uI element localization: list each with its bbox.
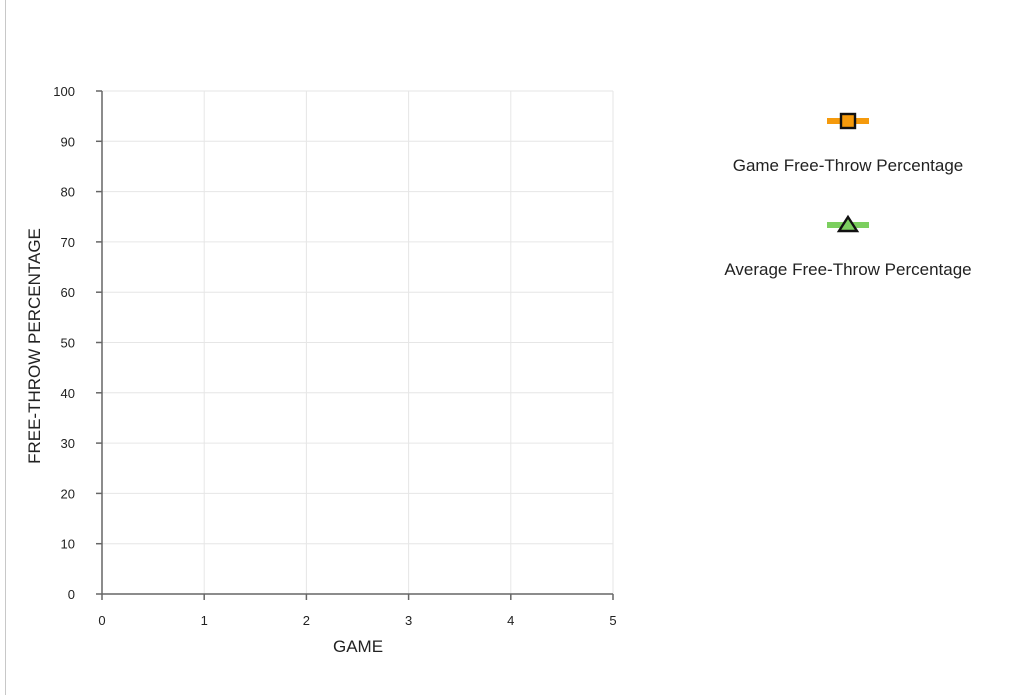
y-tick-label: 30: [61, 436, 75, 451]
x-tick-label: 4: [507, 613, 514, 628]
line-chart: 0 10 20 30 40 50 60 70 80 90 100 0 1 2 3 4 5 GAME FREE-T…: [25, 84, 617, 656]
panel-left-border: [5, 0, 6, 695]
y-tick-label: 50: [61, 336, 75, 351]
y-tick-label: 40: [61, 386, 75, 401]
legend-label-game: Game Free-Throw Percentage: [732, 156, 964, 175]
grid-lines: [102, 90, 614, 594]
tick-labels: 0 10 20 30 40 50 60 70 80 90 100 0 1 2 3 4 5: [53, 84, 616, 628]
y-tick-label: 60: [61, 285, 75, 300]
x-axis-title: GAME: [333, 637, 383, 656]
green-triangle-marker-icon: [827, 214, 869, 233]
y-tick-label: 10: [61, 537, 75, 552]
y-tick-label: 70: [61, 235, 75, 250]
x-tick-label: 2: [303, 613, 310, 628]
y-tick-label: 20: [61, 486, 75, 501]
x-tick-label: 3: [405, 613, 412, 628]
legend-label-average: Average Free-Throw Percentage: [724, 260, 972, 279]
legend-entry-game[interactable]: Game Free-Throw Percentage: [700, 110, 996, 176]
chart-legend: Game Free-Throw Percentage Average Free-…: [700, 110, 996, 318]
x-tick-label: 5: [609, 613, 616, 628]
y-axis-title: FREE-THROW PERCENTAGE: [25, 228, 44, 464]
x-tick-label: 0: [98, 613, 105, 628]
orange-square-marker-icon: [827, 112, 869, 130]
y-tick-label: 100: [53, 84, 75, 99]
y-tick-label: 80: [61, 185, 75, 200]
x-tick-label: 1: [201, 613, 208, 628]
axes: [96, 90, 614, 600]
y-tick-label: 90: [61, 134, 75, 149]
legend-entry-average[interactable]: Average Free-Throw Percentage: [700, 214, 996, 280]
y-tick-label: 0: [68, 587, 75, 602]
